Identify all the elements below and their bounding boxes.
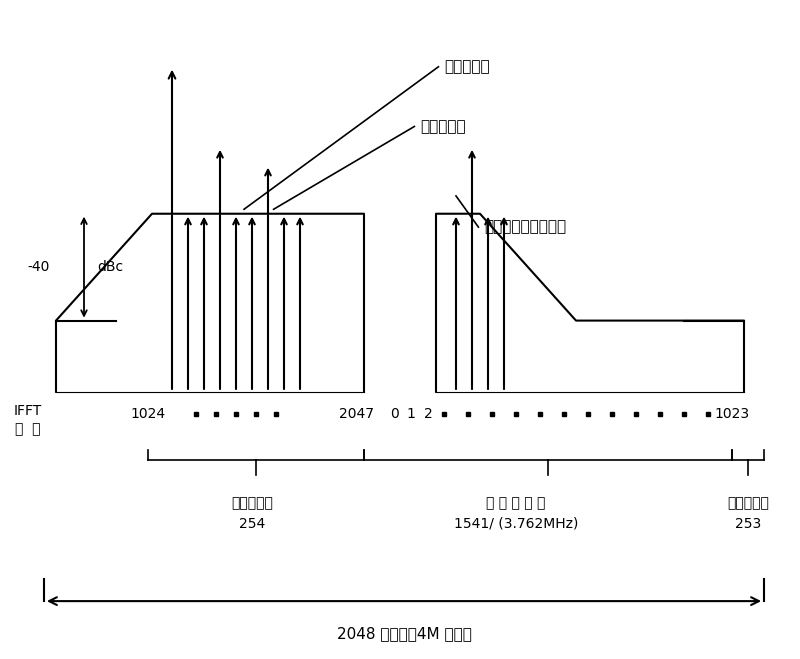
Text: 2: 2 [424, 407, 432, 421]
Text: 0: 0 [390, 407, 398, 421]
Text: 1023: 1023 [714, 407, 750, 421]
Text: 中心频点虚拟子载波: 中心频点虚拟子载波 [484, 219, 566, 235]
Text: IFFT: IFFT [14, 405, 42, 418]
Text: dBc: dBc [98, 260, 123, 274]
Text: 导频子载波: 导频子载波 [420, 119, 466, 134]
Text: 虚拟子载波: 虚拟子载波 [727, 496, 769, 510]
Text: 1541/ (3.762MHz): 1541/ (3.762MHz) [454, 517, 578, 530]
Text: 数据子载波: 数据子载波 [444, 59, 490, 74]
Text: 1: 1 [406, 407, 416, 421]
Text: -40: -40 [27, 260, 50, 274]
Text: 2048 子载波（4M 模式）: 2048 子载波（4M 模式） [337, 627, 471, 642]
Text: 数 据 子 载 波: 数 据 子 载 波 [486, 496, 546, 510]
Text: 1024: 1024 [130, 407, 166, 421]
Text: 253: 253 [735, 517, 761, 530]
Text: 254: 254 [239, 517, 265, 530]
Text: 虚拟子载波: 虚拟子载波 [231, 496, 273, 510]
Text: 2047: 2047 [338, 407, 374, 421]
Text: 序  号: 序 号 [15, 422, 41, 436]
